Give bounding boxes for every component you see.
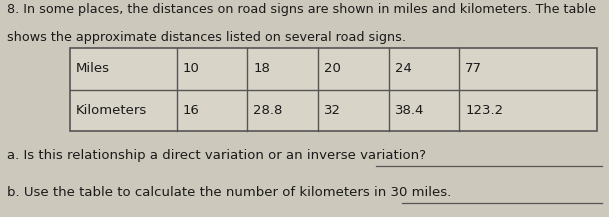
- Text: 24: 24: [395, 62, 412, 75]
- Text: 8. In some places, the distances on road signs are shown in miles and kilometers: 8. In some places, the distances on road…: [7, 3, 596, 16]
- Text: 18: 18: [253, 62, 270, 75]
- Text: Kilometers: Kilometers: [76, 104, 147, 117]
- FancyBboxPatch shape: [70, 48, 597, 131]
- Text: 10: 10: [183, 62, 200, 75]
- Text: 77: 77: [465, 62, 482, 75]
- Text: shows the approximate distances listed on several road signs.: shows the approximate distances listed o…: [7, 31, 406, 44]
- Text: a. Is this relationship a direct variation or an inverse variation?: a. Is this relationship a direct variati…: [7, 149, 426, 162]
- Text: 38.4: 38.4: [395, 104, 424, 117]
- Text: 123.2: 123.2: [465, 104, 504, 117]
- Text: b. Use the table to calculate the number of kilometers in 30 miles.: b. Use the table to calculate the number…: [7, 186, 451, 199]
- Text: Miles: Miles: [76, 62, 110, 75]
- Text: 28.8: 28.8: [253, 104, 283, 117]
- Text: 16: 16: [183, 104, 200, 117]
- Text: 32: 32: [324, 104, 341, 117]
- Text: 20: 20: [324, 62, 341, 75]
